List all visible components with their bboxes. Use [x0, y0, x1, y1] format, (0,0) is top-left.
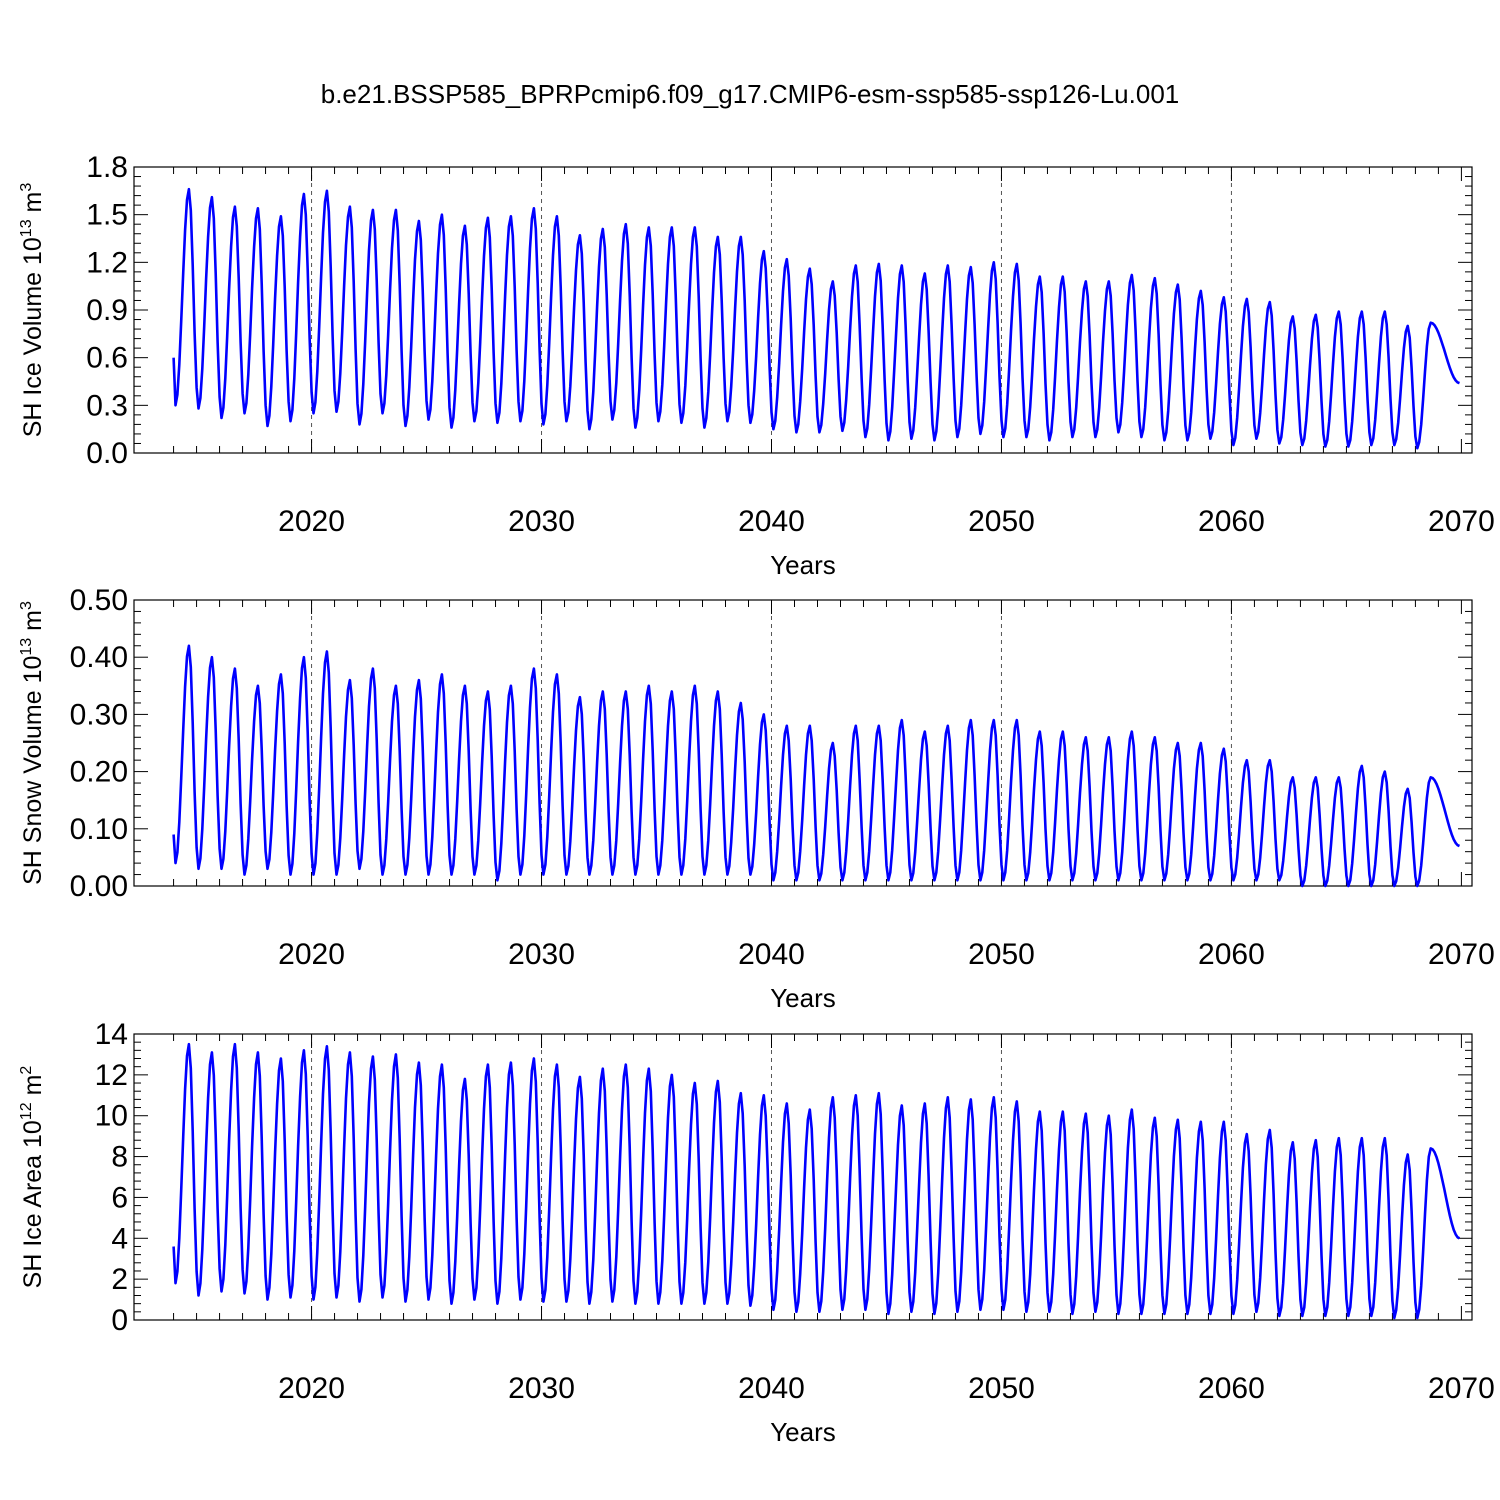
y-tick-label: 0 — [111, 1304, 128, 1337]
y-tick-label: 10 — [95, 1100, 128, 1133]
y-tick-label: 2 — [111, 1263, 128, 1296]
x-tick-label: 2040 — [738, 505, 805, 538]
x-tick-label: 2030 — [508, 505, 575, 538]
y-tick-label: 0.9 — [86, 294, 128, 327]
y-tick-label: 4 — [111, 1222, 128, 1255]
y-tick-label: 1.5 — [86, 199, 128, 232]
y-tick-label: 12 — [95, 1059, 128, 1092]
x-axis-label: Years — [770, 983, 836, 1013]
x-tick-label: 2070 — [1428, 938, 1495, 971]
y-axis-label: SH Ice Area 1012 m2 — [18, 1066, 47, 1289]
y-tick-label: 0.50 — [70, 584, 128, 617]
x-tick-label: 2030 — [508, 938, 575, 971]
y-tick-label: 14 — [95, 1018, 128, 1051]
series-line — [172, 1042, 1461, 1320]
x-tick-label: 2020 — [278, 505, 345, 538]
x-tick-label: 2070 — [1428, 505, 1495, 538]
y-tick-label: 0.40 — [70, 641, 128, 674]
x-tick-label: 2020 — [278, 1372, 345, 1405]
x-tick-label: 2050 — [968, 505, 1035, 538]
x-tick-label: 2060 — [1198, 1372, 1265, 1405]
y-tick-label: 1.8 — [86, 151, 128, 184]
y-tick-label: 0.10 — [70, 813, 128, 846]
y-tick-label: 0.20 — [70, 756, 128, 789]
chart-panel-1: 2020 2030 2040 2050 2060 2070 Years 0.0 0.3 0.6 0.… — [18, 151, 1495, 580]
series-line — [172, 187, 1460, 450]
x-tick-label: 2070 — [1428, 1372, 1495, 1405]
x-tick-label: 2060 — [1198, 505, 1265, 538]
y-tick-label: 8 — [111, 1141, 128, 1174]
y-tick-label: 0.30 — [70, 698, 128, 731]
y-tick-label: 1.2 — [86, 246, 128, 279]
x-axis-label: Years — [770, 550, 836, 580]
x-tick-label: 2020 — [278, 938, 345, 971]
x-tick-label: 2060 — [1198, 938, 1265, 971]
x-tick-label: 2050 — [968, 938, 1035, 971]
y-tick-label: 0.0 — [86, 437, 128, 470]
y-tick-label: 0.3 — [86, 389, 128, 422]
y-tick-label: 0.00 — [70, 870, 128, 903]
x-tick-label: 2040 — [738, 938, 805, 971]
x-tick-label: 2030 — [508, 1372, 575, 1405]
x-tick-label: 2040 — [738, 1372, 805, 1405]
y-axis-label: SH Snow Volume 1013 m3 — [18, 601, 47, 885]
y-tick-label: 6 — [111, 1181, 128, 1214]
y-tick-label: 0.6 — [86, 342, 128, 375]
chart-panel-3: 2020 2030 2040 2050 2060 2070 Years 0 2 4 6 8 10 12 14… — [18, 1018, 1495, 1447]
plot-frame — [133, 599, 1473, 887]
x-axis-label: Years — [770, 1417, 836, 1447]
figure-title: b.e21.BSSP585_BPRPcmip6.f09_g17.CMIP6-es… — [321, 79, 1180, 109]
x-tick-label: 2050 — [968, 1372, 1035, 1405]
plot-frame — [133, 1033, 1473, 1321]
series-line — [172, 644, 1461, 888]
y-axis-label: SH Ice Volume 1013 m3 — [18, 183, 47, 438]
chart-panel-2: 2020 2030 2040 2050 2060 2070 Years 0.00 0.10 0.2… — [18, 584, 1495, 1013]
